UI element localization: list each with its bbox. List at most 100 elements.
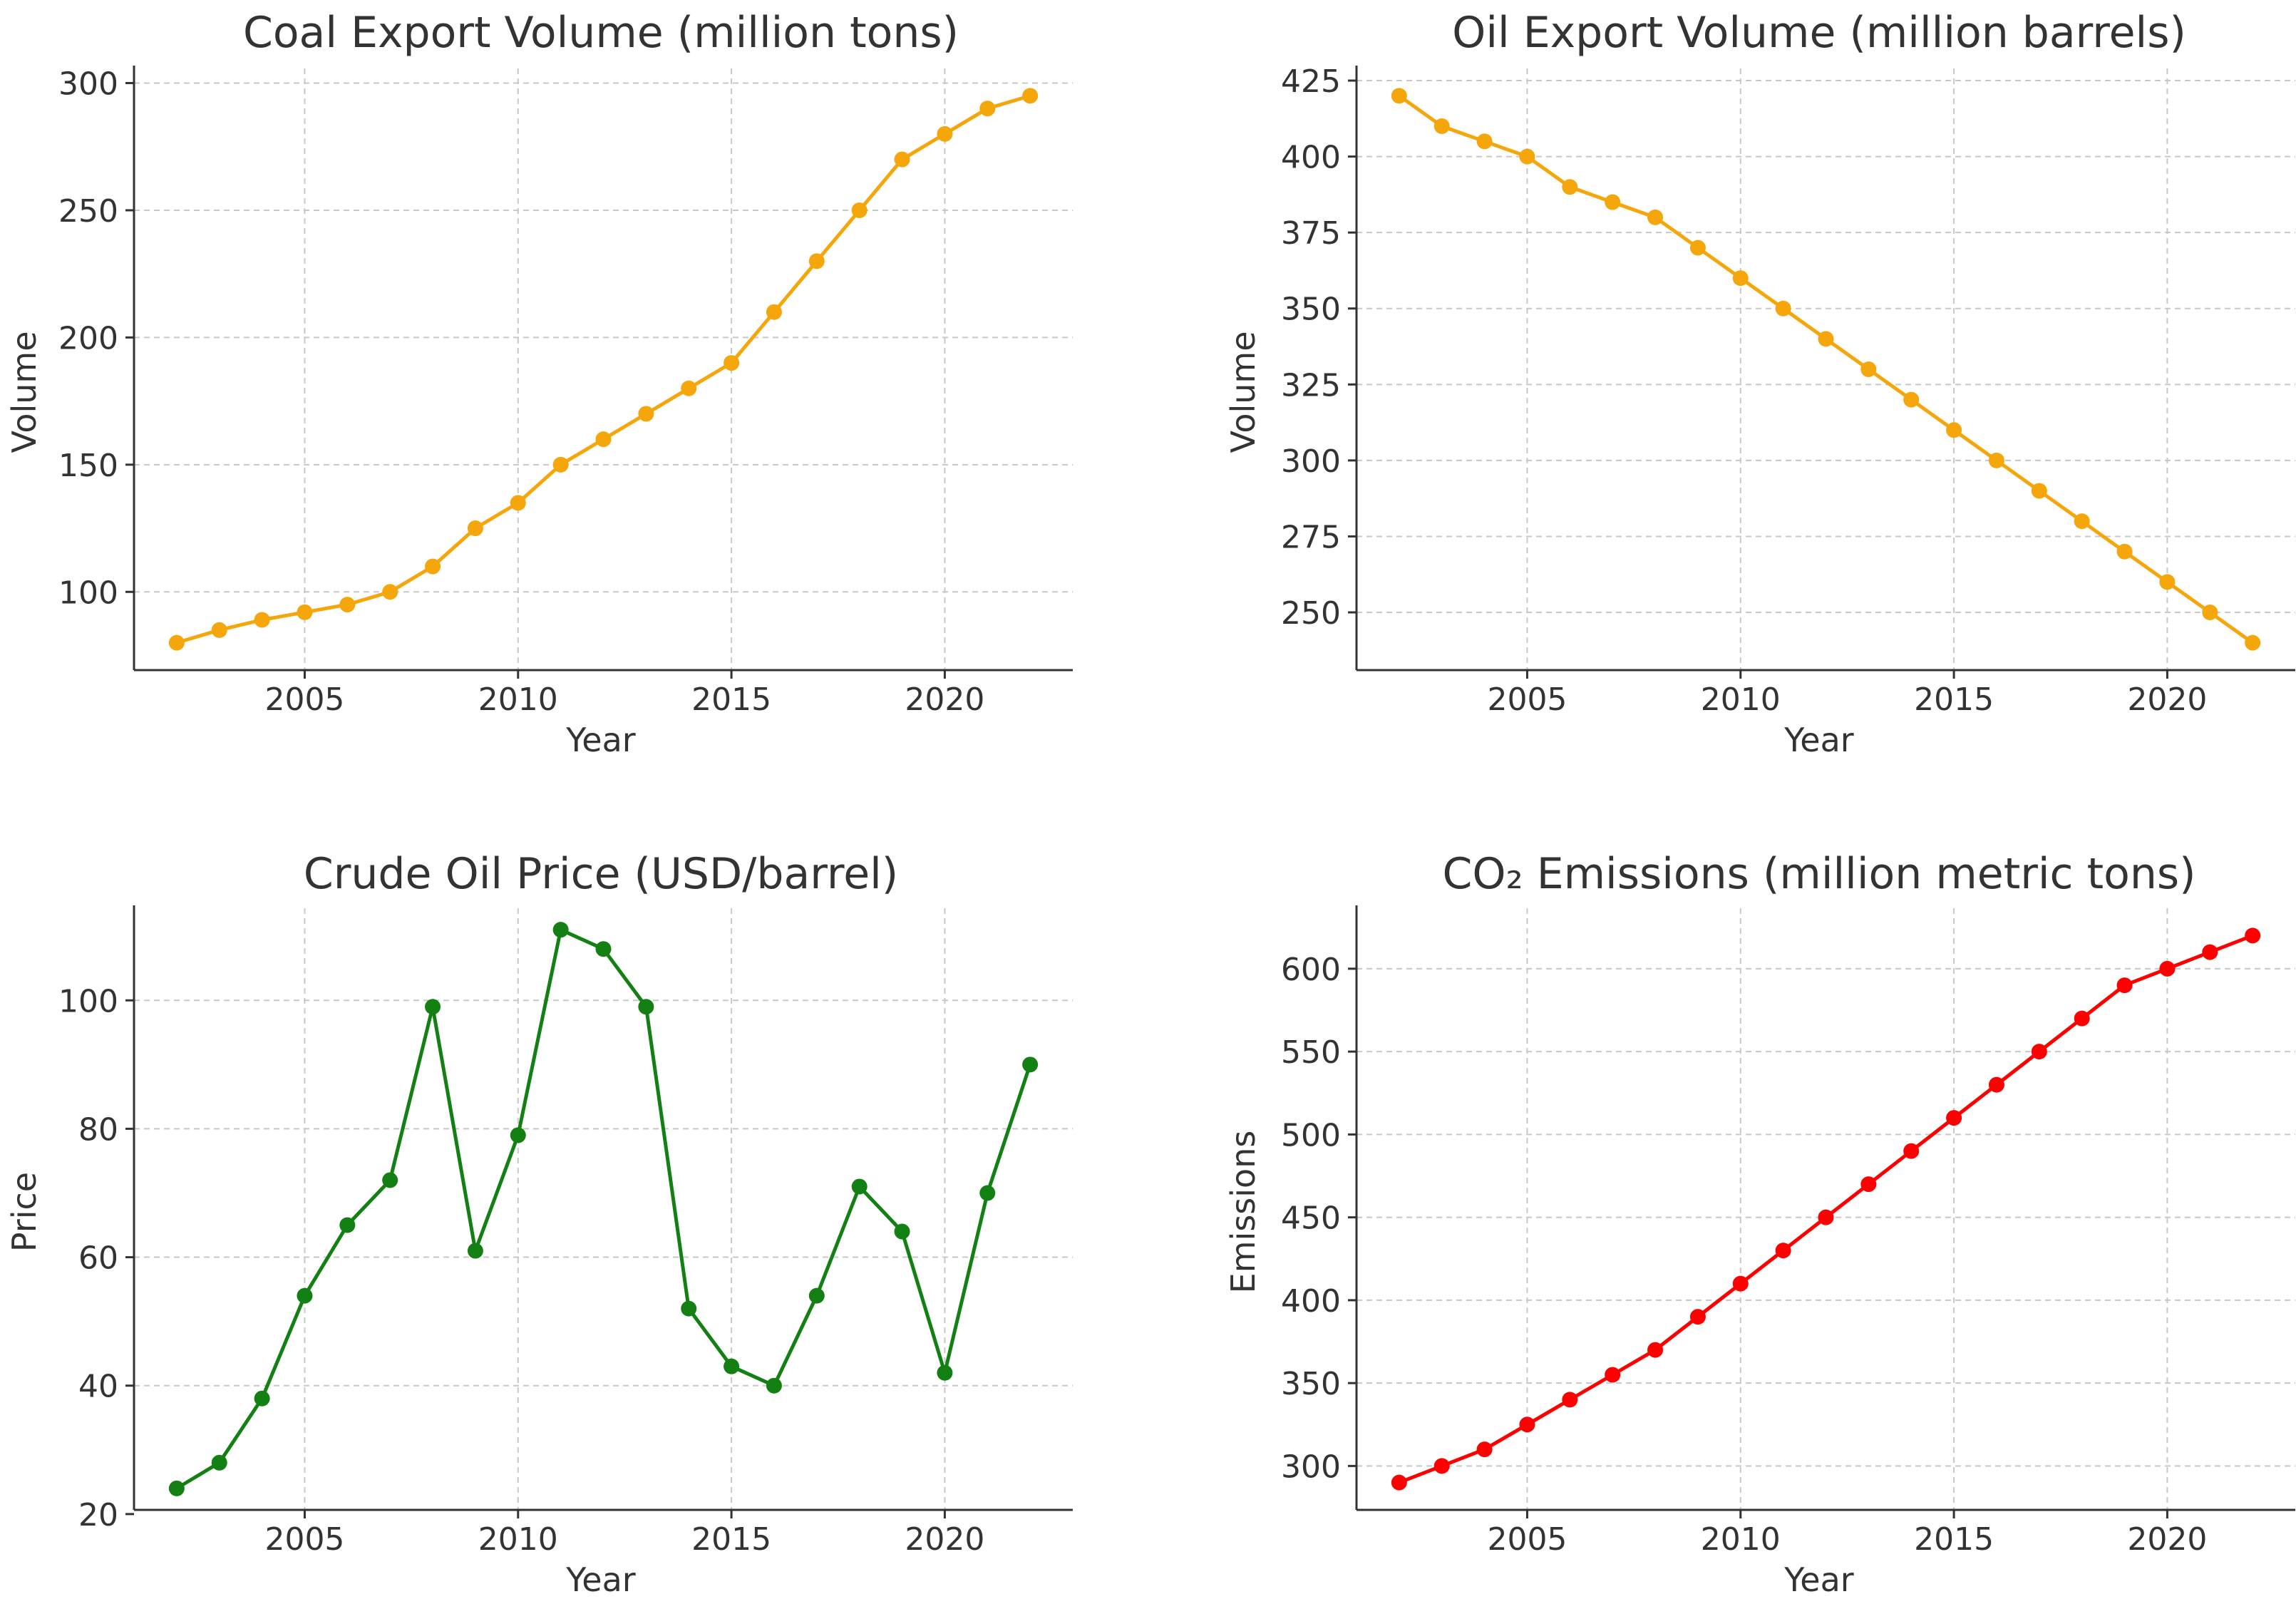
y-tick-label: 300 — [1281, 1449, 1341, 1485]
y-tick-label: 150 — [58, 448, 118, 484]
data-point — [382, 584, 398, 600]
x-tick-label: 2005 — [264, 1521, 344, 1558]
y-tick-label: 550 — [1281, 1034, 1341, 1071]
data-point — [1022, 1056, 1039, 1073]
data-point — [979, 101, 996, 117]
data-point — [2074, 1010, 2090, 1027]
axes-spines — [1355, 905, 2295, 1511]
series — [168, 88, 1039, 651]
data-point — [2159, 960, 2176, 977]
chart-co2-emissions: 2005 2010 2015 2020 300 350 400 450 500 550 600 C… — [1224, 849, 2295, 1599]
data-point — [2245, 634, 2261, 651]
y-tick-label: 425 — [1281, 63, 1341, 100]
x-tick-label: 2015 — [1914, 682, 1994, 718]
x-tick-label: 2010 — [1701, 682, 1781, 718]
data-point — [1391, 1474, 1407, 1491]
x-axis-label: Year — [565, 721, 635, 759]
data-point — [979, 1185, 996, 1201]
gridlines — [1357, 908, 2295, 1510]
data-point — [1689, 1309, 1706, 1325]
data-point — [211, 622, 227, 638]
data-point — [339, 597, 356, 613]
data-point — [1818, 331, 1834, 347]
data-point — [168, 634, 185, 651]
series — [1391, 927, 2261, 1491]
data-point — [1647, 209, 1664, 225]
y-tick-label: 300 — [1281, 443, 1341, 480]
x-tick-label: 2005 — [1487, 682, 1567, 718]
y-tick-label: 325 — [1281, 367, 1341, 403]
y-tick-label: 20 — [78, 1497, 118, 1533]
data-point — [425, 558, 441, 575]
data-point — [297, 604, 313, 620]
data-point — [894, 151, 910, 168]
y-tick-label: 60 — [78, 1240, 118, 1277]
y-tick-label: 350 — [1281, 292, 1341, 328]
chart-title: Coal Export Volume (million tons) — [243, 8, 959, 58]
x-axis-label: Year — [565, 1561, 635, 1599]
data-point — [1391, 88, 1407, 104]
x-tick-label: 2020 — [2127, 1521, 2207, 1558]
data-point — [2031, 1044, 2047, 1060]
series — [1391, 88, 2261, 651]
chart-coal-export-volume: 2005 2010 2015 2020 100 150 200 250 300 Coal Ex… — [5, 8, 1073, 759]
y-tick-label: 250 — [1281, 595, 1341, 632]
x-tick-label: 2020 — [905, 682, 984, 718]
data-point — [1818, 1209, 1834, 1225]
data-point — [937, 125, 953, 142]
data-point — [2116, 543, 2133, 560]
y-axis-label: Volume — [1224, 331, 1262, 453]
data-point — [297, 1287, 313, 1304]
y-tick-label: 40 — [78, 1369, 118, 1405]
data-point — [1605, 1367, 1621, 1383]
data-point — [339, 1217, 356, 1233]
axes-spines — [133, 905, 1073, 1511]
data-point — [2159, 574, 2176, 590]
y-axis-label: Volume — [5, 331, 43, 453]
x-tick-label: 2020 — [905, 1521, 984, 1558]
data-point — [1562, 179, 1578, 195]
data-point — [1562, 1392, 1578, 1408]
chart-title: Crude Oil Price (USD/barrel) — [304, 849, 898, 899]
y-tick-label: 80 — [78, 1111, 118, 1148]
x-tick-label: 2010 — [1701, 1521, 1781, 1558]
data-point — [2074, 513, 2090, 530]
data-point — [808, 1287, 825, 1304]
axes-spines — [1355, 66, 2295, 672]
data-point — [766, 304, 782, 320]
chart-crude-oil-price: 2005 2010 2015 2020 20 40 60 80 100 Crude Oil P… — [5, 849, 1073, 1599]
data-point — [1732, 270, 1749, 287]
data-point — [1860, 361, 1877, 377]
data-point — [1476, 133, 1493, 150]
data-point — [168, 1480, 185, 1496]
y-tick-label: 600 — [1281, 952, 1341, 988]
data-point — [510, 495, 526, 511]
x-axis-ticks: 2005 2010 2015 2020 — [264, 670, 984, 718]
data-point — [1903, 391, 1920, 408]
gridlines — [134, 908, 1073, 1510]
data-point — [1988, 1076, 2004, 1093]
data-point — [510, 1127, 526, 1143]
x-axis-label: Year — [1783, 1561, 1853, 1599]
data-point — [552, 456, 569, 473]
data-point — [2116, 977, 2133, 994]
y-tick-label: 450 — [1281, 1200, 1341, 1237]
data-point — [1433, 118, 1450, 134]
data-point — [595, 941, 612, 957]
data-point — [894, 1223, 910, 1240]
data-point — [1903, 1143, 1920, 1159]
x-tick-label: 2015 — [691, 1521, 771, 1558]
data-point — [2202, 944, 2218, 960]
y-tick-label: 500 — [1281, 1117, 1341, 1153]
data-point — [2031, 483, 2047, 499]
data-point — [638, 406, 654, 422]
x-tick-label: 2020 — [2127, 682, 2207, 718]
y-tick-label: 250 — [58, 193, 118, 230]
axes-spines — [133, 66, 1073, 672]
data-point — [467, 1243, 483, 1259]
y-tick-label: 100 — [58, 983, 118, 1019]
data-point — [2245, 927, 2261, 944]
data-point — [1775, 300, 1791, 317]
y-tick-label: 275 — [1281, 519, 1341, 555]
x-axis-ticks: 2005 2010 2015 2020 — [1487, 670, 2207, 718]
